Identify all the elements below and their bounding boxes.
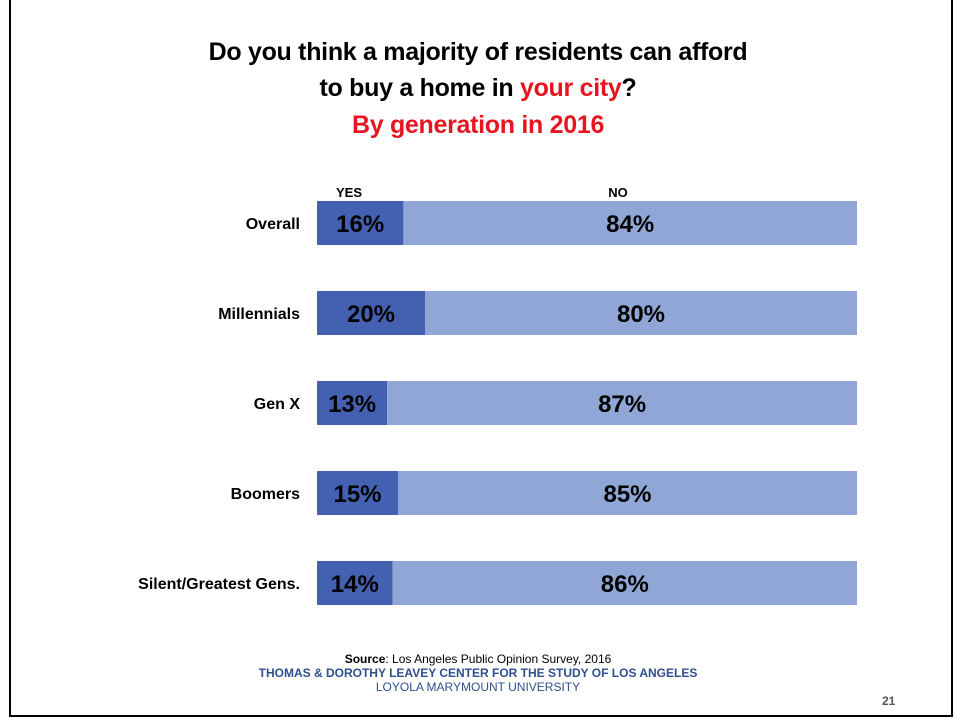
legend-yes: YES: [336, 185, 362, 200]
bar-no: [387, 381, 857, 425]
chart-title-line-2: to buy a home in your city?: [0, 74, 956, 103]
slide-frame: [9, 0, 953, 717]
category-label: Boomers: [231, 486, 300, 503]
bar-no: [403, 201, 857, 245]
source-note: Source: Los Angeles Public Opinion Surve…: [0, 652, 956, 666]
bar-yes: [317, 471, 398, 515]
bar-yes: [317, 201, 404, 245]
bar-yes: [317, 561, 393, 605]
bar-no: [392, 561, 857, 605]
data-label-yes: 16%: [336, 211, 384, 238]
legend-no: NO: [608, 185, 628, 200]
bar-no: [398, 471, 857, 515]
source-text: : Los Angeles Public Opinion Survey, 201…: [385, 652, 612, 666]
category-label: Gen X: [254, 396, 301, 413]
data-label-yes: 15%: [333, 481, 381, 508]
bar-no: [425, 291, 857, 335]
source-label: Source: [344, 652, 386, 666]
category-label: Millennials: [218, 306, 300, 323]
data-label-no: 86%: [601, 571, 649, 598]
data-label-yes: 14%: [331, 571, 379, 598]
title-highlight: your city: [519, 74, 622, 102]
page-number: 21: [882, 694, 896, 708]
chart-title-line-1: Do you think a majority of residents can…: [208, 38, 748, 66]
bar-yes: [317, 291, 425, 335]
data-label-yes: 13%: [328, 391, 376, 418]
category-label: Silent/Greatest Gens.: [138, 576, 300, 593]
title-line-2-end: ?: [621, 74, 637, 102]
title-line-2-start: to buy a home in: [319, 74, 520, 102]
bar-yes: [317, 381, 388, 425]
organization-name: THOMAS & DOROTHY LEAVEY CENTER FOR THE S…: [258, 666, 698, 680]
university-name: LOYOLA MARYMOUNT UNIVERSITY: [375, 680, 581, 694]
data-label-yes: 20%: [347, 301, 395, 328]
data-label-no: 80%: [617, 301, 665, 328]
data-label-no: 84%: [606, 211, 654, 238]
data-label-no: 85%: [603, 481, 651, 508]
category-label: Overall: [246, 216, 300, 233]
data-label-no: 87%: [598, 391, 646, 418]
chart-subtitle: By generation in 2016: [351, 111, 605, 139]
